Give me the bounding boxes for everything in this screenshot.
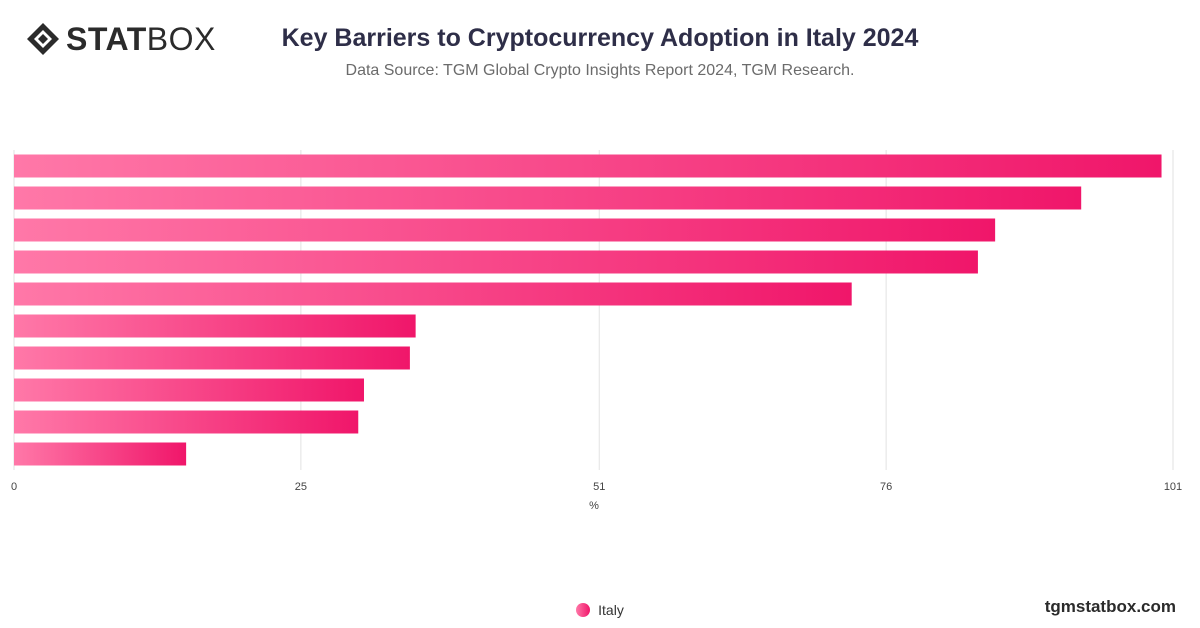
bar-italy-5[interactable] xyxy=(14,282,852,306)
x-tick-label: 25 xyxy=(295,481,307,493)
bar-italy-2[interactable] xyxy=(14,186,1082,210)
x-tick-label: 101 xyxy=(1164,481,1182,493)
footer-brand: tgmstatbox.com xyxy=(1044,597,1176,616)
bar-italy-3[interactable] xyxy=(14,218,996,242)
legend[interactable]: Italy xyxy=(0,602,1200,618)
legend-label: Italy xyxy=(598,602,624,618)
logo-wordmark: STATBOX xyxy=(66,23,216,55)
bar-italy-6[interactable] xyxy=(14,314,416,338)
statbox-logo: STATBOX xyxy=(26,22,216,56)
logo-bold-text: STAT xyxy=(66,21,147,57)
legend-marker-icon xyxy=(576,603,591,617)
chart-subtitle: Data Source: TGM Global Crypto Insights … xyxy=(345,62,855,79)
bar-italy-4[interactable] xyxy=(14,250,978,274)
x-tick-label: 0 xyxy=(11,481,17,493)
bar-italy-8[interactable] xyxy=(14,378,364,402)
bar-italy-10[interactable] xyxy=(14,442,187,466)
bar-italy-1[interactable] xyxy=(14,154,1162,178)
x-axis-label: % xyxy=(589,500,599,512)
bar-italy-7[interactable] xyxy=(14,346,410,370)
bar-italy-9[interactable] xyxy=(14,410,359,434)
logo-light-text: BOX xyxy=(146,21,216,57)
x-tick-label: 76 xyxy=(880,481,892,493)
x-tick-label: 51 xyxy=(593,481,605,493)
diamond-logo-icon xyxy=(27,23,59,55)
chart-title: Key Barriers to Cryptocurrency Adoption … xyxy=(281,24,919,52)
